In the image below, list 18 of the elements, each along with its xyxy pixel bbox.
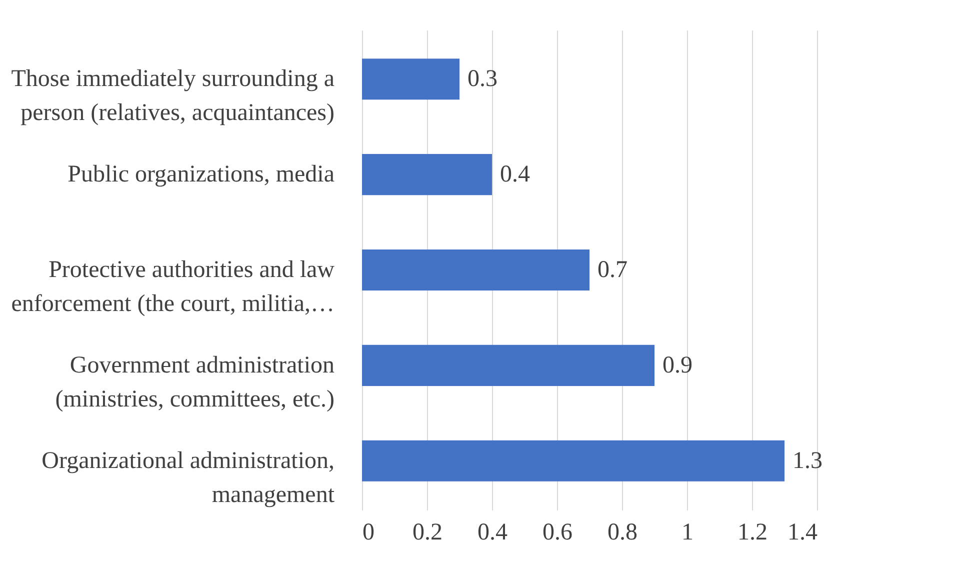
y-tick-label: Those immediately surrounding a person (relatives, acquaintances)	[11, 66, 335, 126]
x-tick-label: 0.4	[478, 520, 508, 546]
y-tick-label: Government administration (ministries, committees, etc.)	[55, 352, 334, 412]
data-label: 0.7	[598, 257, 628, 283]
y-tick-label: Protective authorities and law enforcement (the court, militia,…	[11, 257, 336, 317]
x-tick-label: 1.4	[788, 520, 818, 546]
x-tick-label: 1.2	[738, 520, 768, 546]
data-label: 0.4	[500, 162, 530, 188]
x-tick-label: 0.2	[412, 520, 442, 546]
data-label: 1.3	[792, 448, 822, 474]
x-tick-label: 0.8	[608, 520, 638, 546]
data-label: 0.3	[468, 66, 498, 92]
x-tick-label: 1	[682, 520, 694, 546]
data-label: 0.9	[662, 352, 692, 378]
y-tick-label: Public organizations, media	[68, 162, 335, 188]
y-tick-label: Organizational administration, management	[42, 448, 335, 508]
x-tick-label: 0.6	[542, 520, 572, 546]
x-tick-label: 0	[362, 520, 374, 546]
